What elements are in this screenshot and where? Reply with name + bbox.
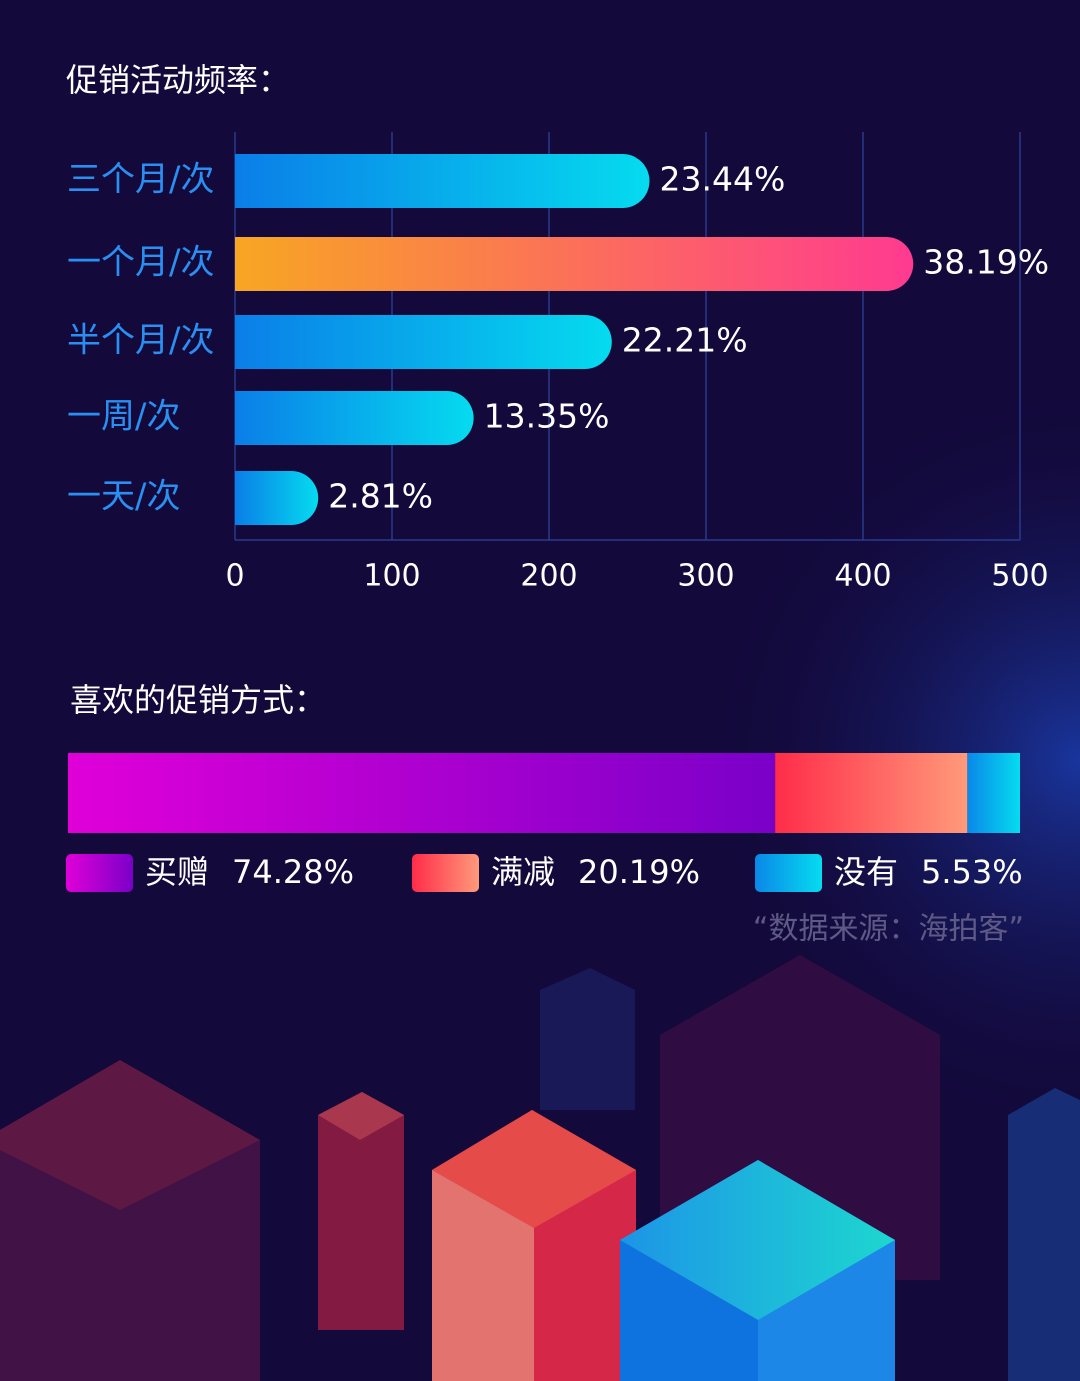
value-label: 2.81% (328, 477, 433, 516)
legend-label: 买赠 (145, 853, 209, 891)
value-label: 74.28% (232, 853, 354, 891)
bar-segment (68, 753, 776, 833)
source: “数据来源：海拍客” (753, 912, 1024, 947)
category-label: 一个月/次 (67, 243, 214, 283)
legend-swatch (755, 854, 822, 892)
section-title: 喜欢的促销方式： (70, 681, 326, 719)
value-label: 38.19% (923, 243, 1049, 282)
bar (235, 154, 650, 208)
decor-cubes (0, 955, 1080, 1381)
x-tick-label: 500 (991, 559, 1048, 594)
value-label: 23.44% (659, 160, 785, 199)
value-label: 20.19% (578, 853, 700, 891)
bar (235, 471, 319, 525)
x-tick-label: 400 (834, 559, 891, 594)
value-label: 5.53% (921, 853, 1023, 891)
bar (235, 315, 612, 369)
bar-segment (775, 753, 968, 833)
legend-swatch (66, 854, 133, 892)
category-label: 半个月/次 (67, 321, 214, 361)
legend-label: 满减 (491, 853, 555, 891)
category-label: 一周/次 (67, 397, 180, 437)
legend-label: 没有 (834, 853, 898, 891)
bar (235, 237, 914, 291)
x-tick-label: 300 (677, 559, 734, 594)
value-label: 22.21% (622, 321, 748, 360)
value-label: 13.35% (484, 397, 610, 436)
category-label: 一天/次 (67, 477, 180, 517)
bar-segment (967, 753, 1020, 833)
x-tick-label: 0 (225, 559, 244, 594)
bar (235, 391, 474, 445)
x-tick-label: 200 (520, 559, 577, 594)
category-label: 三个月/次 (67, 160, 214, 200)
section-title: 促销活动频率： (66, 61, 290, 99)
x-tick-label: 100 (363, 559, 420, 594)
legend-swatch (412, 854, 479, 892)
